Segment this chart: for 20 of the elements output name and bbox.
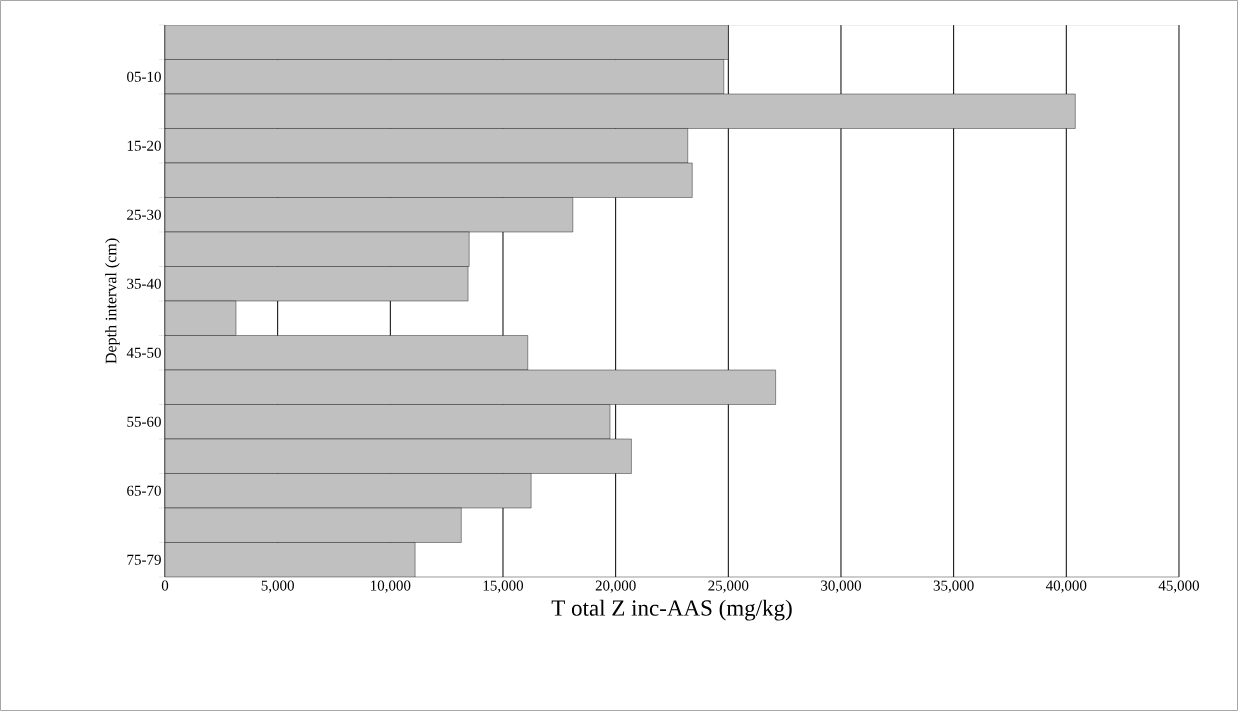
x-tick-label: 0 <box>161 580 169 591</box>
y-axis-title: Depth interval (cm) <box>105 238 120 364</box>
y-tick-label: 05-10 <box>127 71 161 82</box>
y-tick-label: 45-50 <box>126 347 161 358</box>
x-tick-label: 35,000 <box>933 580 974 593</box>
x-tick-label: 25,000 <box>708 580 749 593</box>
x-tick-label: 40,000 <box>1045 580 1087 593</box>
y-tick-label: 75-79 <box>127 554 161 565</box>
x-tick-label: 30,000 <box>821 580 862 593</box>
x-axis-title: T otal Z inc-AAS (mg/kg) <box>551 599 792 621</box>
x-tick-label: 10,000 <box>371 580 411 593</box>
y-tick-label: 55-60 <box>127 416 161 427</box>
y-tick-label: 35-40 <box>127 278 161 289</box>
y-tick-label: 25-30 <box>127 209 161 220</box>
x-tick-label: 20,000 <box>595 580 636 593</box>
y-tick-label: 15-20 <box>127 140 161 151</box>
x-tick-label: 15,000 <box>483 580 524 593</box>
y-tick-label: 65-70 <box>127 485 161 496</box>
x-tick-label: 5,000 <box>261 580 294 593</box>
x-tick-label: 45,000 <box>1158 580 1200 593</box>
